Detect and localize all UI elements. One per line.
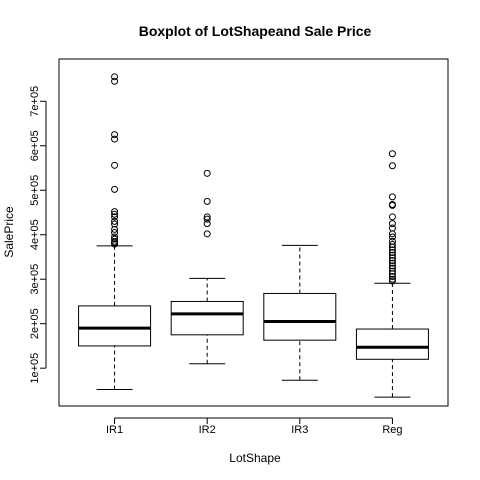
outlier-point [111,235,119,243]
iqr-box [355,328,429,360]
outlier-point [203,169,211,177]
outlier-point [388,162,396,170]
outlier-point [111,135,119,143]
outlier-point [111,225,119,233]
outlier-point [203,197,211,205]
outlier-point [111,131,119,139]
y-tick-label: 6e+05 [29,130,41,161]
outlier-point [388,224,396,232]
outlier-point [388,220,396,228]
y-tick-label: 4e+05 [29,219,41,250]
outlier-point [111,77,119,85]
outlier-point [203,230,211,238]
outlier-point [388,241,396,249]
outlier-point [111,240,119,248]
box-ir1 [78,73,152,391]
outlier-point [111,229,119,236]
outlier-point [388,251,396,259]
outlier-point [203,220,211,228]
outlier-point [388,213,396,221]
outlier-point [111,220,119,228]
boxes-group [78,73,429,398]
x-tick-label: IR3 [291,424,308,436]
x-tick-label: IR2 [199,424,216,436]
outlier-point [388,243,396,251]
outlier-point [388,150,396,158]
outlier-point [111,185,119,193]
outlier-point [388,254,396,262]
axes: 1e+05 2e+05 3e+05 4e+05 5e+05 6e+05 7e+05 IR1 IR… [29,86,403,436]
outlier-point [388,193,396,201]
outlier-point [111,208,119,216]
outlier-point [388,233,396,241]
y-tick-label: 1e+05 [29,353,41,384]
outlier-point [203,213,211,221]
box-ir3 [263,244,337,381]
chart-title: Boxplot of LotShapeand Sale Price [139,23,372,39]
outlier-point [388,259,396,267]
outlier-point [388,270,396,278]
outlier-point [388,201,396,209]
outlier-point [388,277,396,285]
x-axis-label: LotShape [229,451,281,465]
outlier-point [388,230,396,238]
outlier-point [388,246,396,254]
x-tick-label: Reg [382,424,402,436]
outlier-point [111,73,119,81]
outlier-point [111,213,119,221]
outlier-point [111,217,119,225]
plot-frame [58,58,449,407]
y-tick-label: 5e+05 [29,175,41,206]
x-tick-label: IR1 [106,424,123,436]
box-ir2 [170,169,244,365]
outlier-point [203,215,211,223]
iqr-box [170,300,244,336]
outlier-point [388,249,396,257]
y-axis-label: SalePrice [2,206,16,258]
outlier-point [388,267,396,275]
outlier-point [111,210,119,218]
iqr-box [263,292,337,341]
outlier-point [388,257,396,265]
outlier-point [111,161,119,169]
y-tick-label: 3e+05 [29,264,41,295]
y-tick-label: 2e+05 [29,308,41,339]
y-tick-label: 7e+05 [29,86,41,117]
box-reg [355,150,429,398]
outlier-point [388,262,396,270]
iqr-box [78,305,152,347]
outlier-point [388,273,396,281]
